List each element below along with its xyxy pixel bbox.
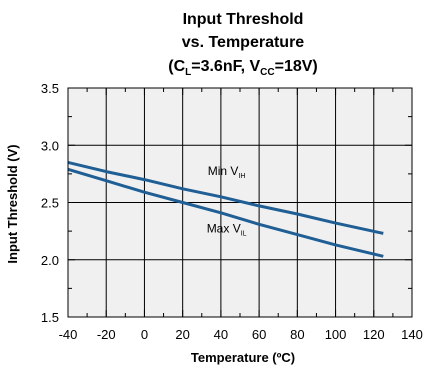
y-tick-label: 1.5: [41, 310, 59, 325]
condition-close: =18V): [275, 58, 318, 75]
annotation-2: Max VIL: [207, 221, 247, 237]
x-tick-label: -40: [59, 327, 78, 342]
plot-border: [67, 87, 413, 318]
series-line-1: [67, 160, 384, 235]
x-tick-label: 40: [214, 327, 228, 342]
plot-area: -40 -20 0 20 40 60 80 100 120 140 1.5 2.0 2.5 3.0 3.5 M…: [41, 81, 423, 342]
x-axis-label: Temperature (ºC): [191, 350, 295, 365]
x-tick-label: 20: [175, 327, 189, 342]
annotation-main: Max V: [207, 221, 241, 235]
condition-open: (C: [168, 58, 185, 75]
x-tick-label: 120: [363, 327, 385, 342]
condition-cl-sub: L: [185, 67, 191, 78]
annotation-subscript: IL: [241, 230, 247, 237]
annotation-1: Min VIH: [208, 164, 246, 180]
x-tick-label: 0: [141, 327, 148, 342]
x-tick-label: 100: [325, 327, 347, 342]
x-tick-label: 140: [401, 327, 423, 342]
x-tick-label: 60: [252, 327, 266, 342]
y-tick-label: 2.0: [41, 253, 59, 268]
condition-mid: =3.6nF, V: [191, 58, 260, 75]
y-axis-label: Input Threshold (V): [5, 144, 20, 263]
x-tick-label: -20: [97, 327, 116, 342]
series-line-2: [67, 167, 384, 258]
y-tick-label: 2.5: [41, 196, 59, 211]
chart-title-line-2: vs. Temperature: [182, 34, 305, 51]
x-tick-label: 80: [290, 327, 304, 342]
annotation-subscript: IH: [238, 173, 245, 180]
y-tick-label: 3.5: [41, 81, 59, 96]
condition-vcc-sub: CC: [260, 67, 274, 78]
annotation-main: Min V: [208, 164, 239, 178]
chart-title-line-1: Input Threshold: [183, 11, 304, 28]
y-tick-label: 3.0: [41, 138, 59, 153]
chart-condition: (CL=3.6nF, VCC=18V): [168, 58, 318, 78]
